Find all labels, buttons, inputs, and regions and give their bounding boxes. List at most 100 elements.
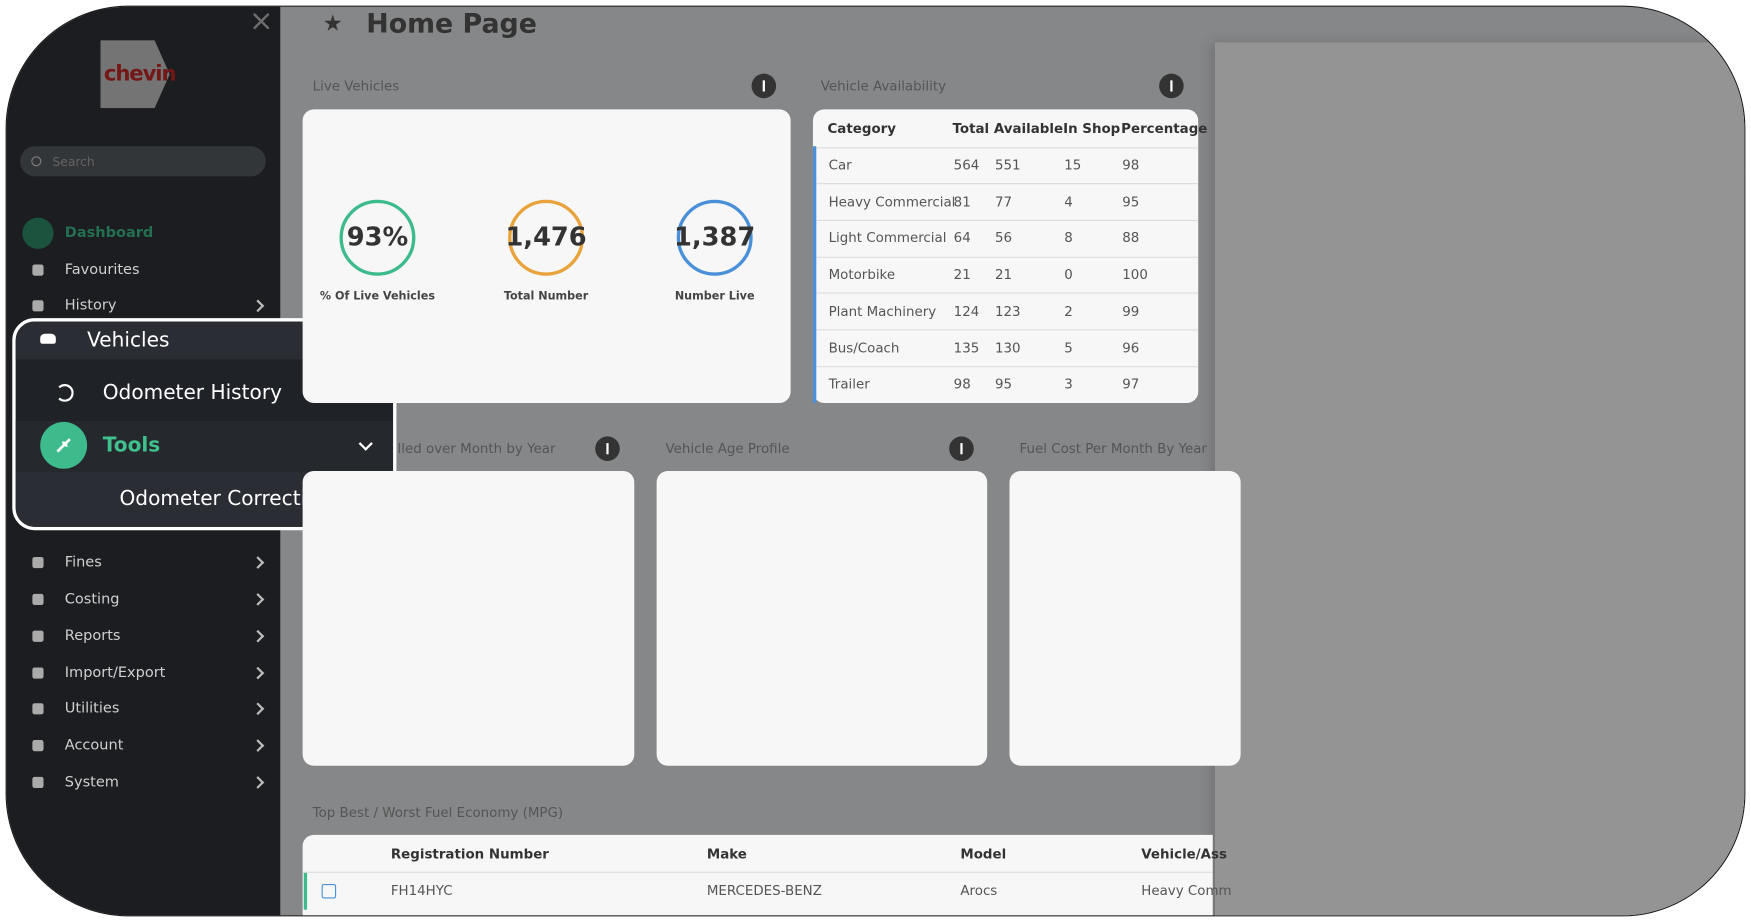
column-header: Category [827, 120, 896, 137]
menu-item[interactable]: History [64, 297, 117, 315]
table-cell: Plant Machinery [828, 303, 937, 320]
table-cell: MERCEDES-BENZ [706, 882, 822, 899]
menu-item[interactable]: System [64, 774, 119, 791]
row-divider [816, 365, 1199, 367]
chart-card [656, 471, 988, 766]
fleet-status-panel [1214, 42, 1745, 916]
row-divider [816, 183, 1199, 185]
table-cell: 21 [994, 266, 1013, 283]
app: Fleet StatusCostcentreSelectVEHICLESLeas… [6, 6, 1745, 916]
column-header: Vehicle/Ass [1141, 846, 1227, 862]
search-box[interactable] [20, 146, 266, 177]
submenu-title[interactable]: Vehicles [87, 328, 170, 353]
row-accent [303, 872, 308, 910]
menu-button[interactable] [1159, 73, 1184, 99]
row-divider [816, 146, 1199, 148]
page-title: Home Page [366, 7, 537, 40]
table-cell: 77 [994, 193, 1013, 210]
table-cell: 135 [953, 339, 980, 356]
row-divider [816, 219, 1199, 221]
table-cell: 8 [1064, 230, 1073, 247]
logo-box [100, 40, 170, 109]
menu-item[interactable]: Import/Export [64, 664, 166, 682]
table-cell: 99 [1122, 303, 1140, 320]
menu-item[interactable]: Reports [64, 627, 121, 645]
table-cell: 0 [1064, 266, 1073, 283]
card-title: Vehicle Availability [820, 78, 947, 94]
table-cell: FH14HYC [390, 882, 453, 899]
row-divider [816, 329, 1199, 331]
table-cell: Bus/Coach [828, 339, 900, 356]
table-cell: 97 [1122, 376, 1140, 392]
submenu-item[interactable]: Odometer History [102, 381, 282, 405]
submenu-popup: Vehicles Odometer History Tools Odometer Co… [12, 318, 397, 531]
gauge-value: 1,476 [505, 223, 587, 253]
menu-item[interactable]: Costing [64, 591, 120, 608]
table-cell: Light Commercial [828, 230, 947, 247]
menu-item[interactable]: Dashboard [64, 224, 154, 242]
menu-button[interactable] [595, 436, 620, 461]
menu-icon [32, 667, 44, 679]
menu-item[interactable]: Fines [64, 554, 102, 571]
table-cell: 95 [1122, 193, 1140, 210]
menu-icon [32, 740, 44, 752]
menu-icon [32, 776, 44, 789]
close-icon[interactable] [253, 13, 270, 30]
column-header: Model [960, 846, 1007, 862]
chart-title: lled over Month by Year [397, 440, 556, 457]
table-cell: 98 [1122, 157, 1140, 174]
table-cell: 564 [953, 157, 980, 174]
search-icon [31, 156, 42, 167]
menu-item[interactable]: Favourites [64, 261, 140, 279]
table-cell: Car [828, 157, 852, 174]
menu-icon [32, 264, 44, 276]
availability-card [812, 109, 1199, 403]
search-placeholder: Search [52, 154, 95, 170]
table-cell: 5 [1064, 339, 1073, 356]
frame: Fleet StatusCostcentreSelectVEHICLESLeas… [5, 5, 1746, 917]
chart-title: Vehicle Age Profile [665, 440, 790, 457]
gauge-label: % Of Live Vehicles [319, 290, 435, 304]
menu-button[interactable] [949, 436, 974, 461]
gauge [339, 199, 416, 276]
table-card [302, 834, 1213, 916]
gauge-value: 1,387 [674, 223, 756, 253]
table-cell: 21 [953, 266, 971, 283]
menu-icon [32, 300, 44, 312]
table-accent [812, 146, 817, 403]
row-divider [816, 256, 1199, 258]
chart-card [302, 471, 635, 766]
table-cell: 88 [1122, 230, 1140, 247]
table-cell: 130 [994, 339, 1021, 356]
gauge [508, 199, 585, 276]
menu-icon [32, 630, 44, 642]
column-header: Percentage [1121, 120, 1208, 137]
table-cell: 100 [1122, 266, 1148, 283]
edit-icon[interactable] [321, 884, 337, 899]
table-cell: Heavy Commercial [828, 193, 956, 210]
table-cell: 56 [994, 230, 1013, 247]
table-cell: 2 [1064, 303, 1073, 320]
chart-title: Fuel Cost Per Month By Year [1019, 440, 1207, 457]
gauge-label: Total Number [503, 290, 589, 304]
table-cell: 95 [994, 376, 1013, 392]
table-cell: 124 [953, 303, 980, 320]
column-header: Make [706, 846, 747, 862]
dashboard-icon [22, 217, 54, 249]
table-cell: Arocs [960, 882, 998, 899]
table-cell: 551 [994, 157, 1021, 174]
menu-item[interactable]: Account [64, 737, 124, 754]
table-cell: 64 [953, 230, 971, 247]
gauge-label: Number Live [674, 290, 755, 304]
menu-item[interactable]: Utilities [64, 700, 120, 718]
menu-button[interactable] [751, 73, 777, 99]
history-icon [55, 383, 74, 402]
submenu-item[interactable]: Tools [102, 433, 161, 458]
table-cell: 123 [994, 303, 1021, 320]
card-title: Live Vehicles [312, 78, 400, 94]
table-cell: Trailer [828, 376, 870, 392]
vehicle-icon [40, 333, 56, 344]
column-header: Registration Number [390, 846, 549, 862]
logo: chevin [103, 61, 177, 86]
